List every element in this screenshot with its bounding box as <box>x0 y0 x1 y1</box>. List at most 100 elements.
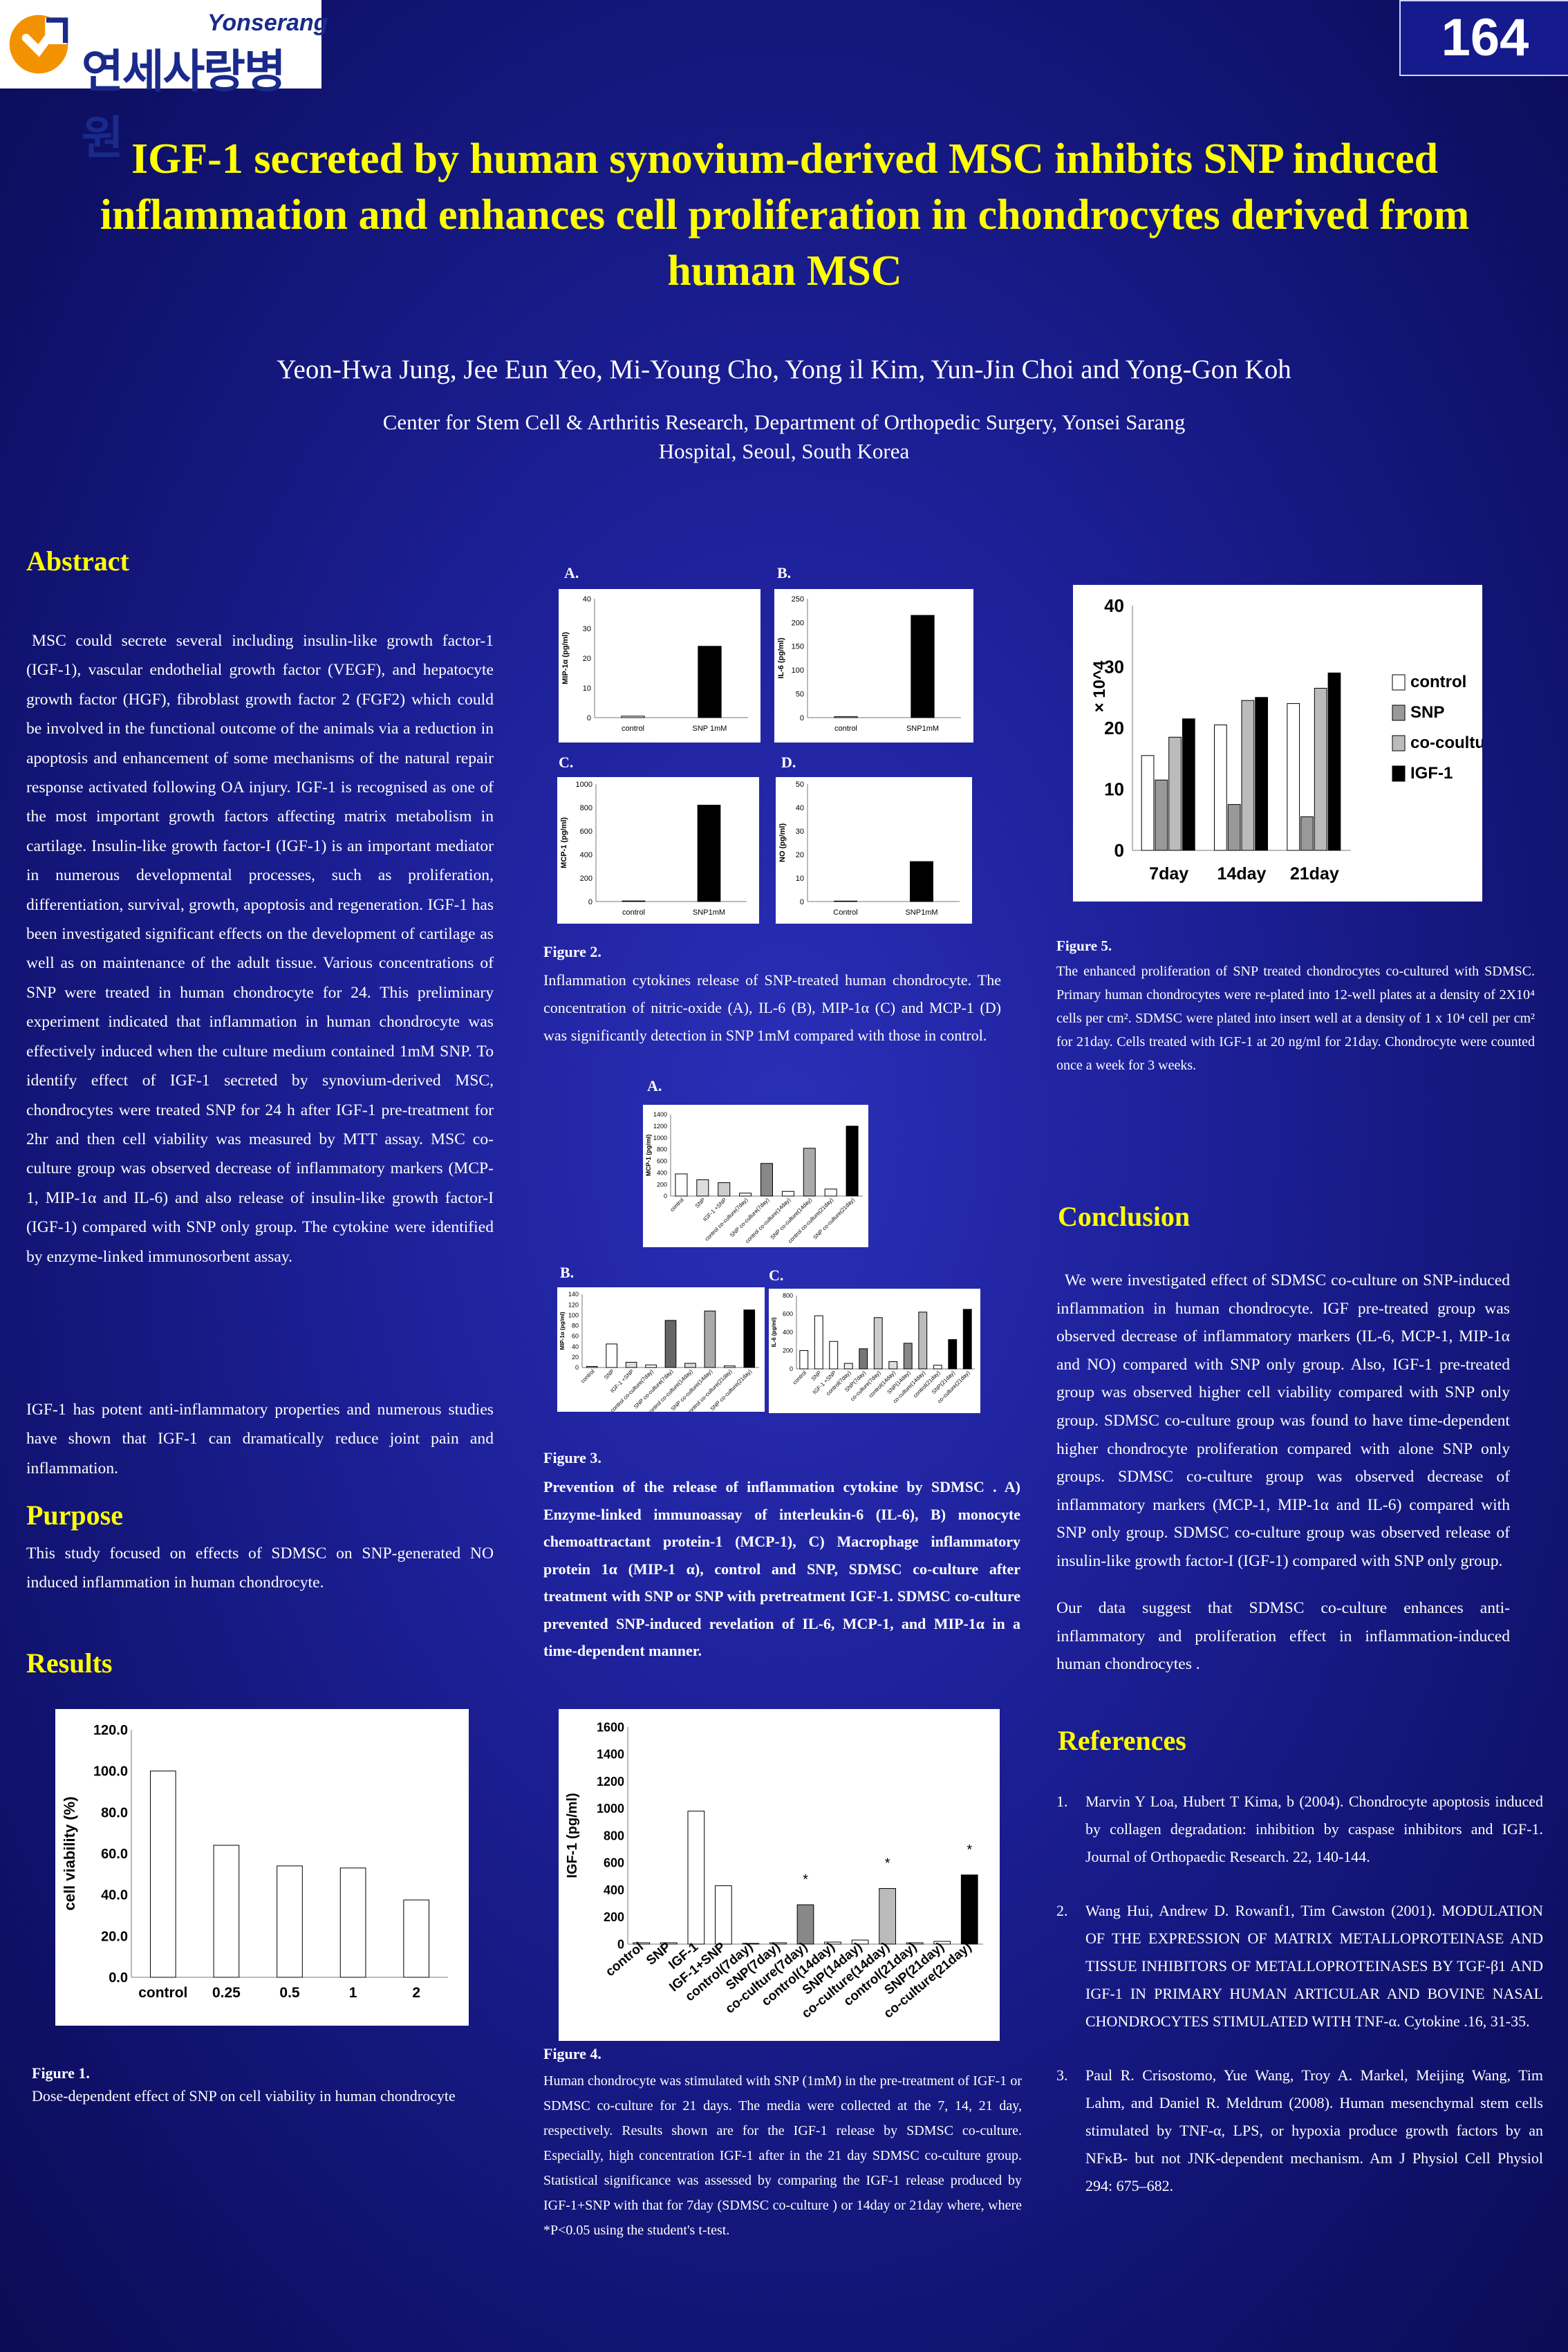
y-tick-label: 20 <box>572 1354 579 1361</box>
references-heading: References <box>1058 1725 1186 1756</box>
reference-item: 3. Paul R. Crisostomo, Yue Wang, Troy A.… <box>1056 2062 1543 2200</box>
bar <box>910 861 933 902</box>
bar <box>1182 718 1195 851</box>
y-tick-label: 400 <box>580 851 592 859</box>
y-axis-label: MIP-1α (pg/ml) <box>561 632 570 684</box>
y-tick-label: 0 <box>790 1365 793 1372</box>
category-label: 21day <box>1290 864 1339 884</box>
bar <box>1168 736 1182 851</box>
abstract-paragraph-1: MSC could secrete several including insu… <box>26 632 494 1266</box>
category-label: control <box>834 725 857 733</box>
y-tick-label: 600 <box>657 1158 667 1165</box>
bar <box>718 1182 731 1197</box>
y-tick-label: 30 <box>583 625 591 633</box>
legend-swatch <box>1392 735 1406 752</box>
reference-number: 3. <box>1056 2066 1068 2084</box>
category-label: control co-culture(7day) <box>704 1197 749 1242</box>
significance-marker: * <box>967 1842 972 1858</box>
y-axis-label: IL-6 (pg/ml) <box>771 1317 777 1347</box>
y-tick-label: 0 <box>800 898 804 906</box>
reference-text: Paul R. Crisostomo, Yue Wang, Troy A. Ma… <box>1085 2066 1543 2194</box>
figure2-chart-b: 0 50 100 150 200 250 IL-6 (pg/ml) control SNP1mM <box>774 589 973 743</box>
y-axis-label: IGF-1 (pg/ml) <box>565 1793 580 1878</box>
bar <box>743 1309 756 1368</box>
bar <box>814 1315 823 1370</box>
legend-label: co-coulture <box>1410 734 1482 752</box>
bar <box>906 1942 924 1945</box>
figure3-panel-a-label: A. <box>647 1077 662 1094</box>
y-tick-label: 800 <box>783 1292 793 1299</box>
legend-label: IGF-1 <box>1410 764 1453 783</box>
bar <box>948 1339 958 1370</box>
y-tick-label: 120.0 <box>93 1723 128 1738</box>
bar <box>933 1365 942 1370</box>
bar <box>933 1941 951 1945</box>
figure3-panel-c-label: C. <box>769 1267 784 1284</box>
bar <box>1214 725 1227 851</box>
reference-number: 1. <box>1056 1793 1068 1810</box>
y-tick-label: 200 <box>792 619 804 627</box>
bar <box>1314 687 1327 851</box>
category-label: control <box>622 725 644 733</box>
category-label: SNP1mM <box>906 725 939 733</box>
bar <box>1155 779 1168 851</box>
y-tick-label: 60.0 <box>101 1847 128 1862</box>
bar <box>888 1361 898 1370</box>
category-label: SNP co-culture(21day) <box>812 1197 856 1241</box>
y-tick-label: 20 <box>796 851 804 859</box>
category-label: control <box>622 908 645 917</box>
figure2-chart-c: 0 200 400 600 800 1000 MCP-1 (pg/ml) control SNP… <box>557 777 759 924</box>
bar <box>715 1885 732 1945</box>
figure3-chart-a: 0 200 400 600 800 1000 1200 1400 MCP-1 (pg/ml) co… <box>643 1105 868 1247</box>
figure4-chart: 0 200 400 600 800 1000 1200 1400 1600 IGF-1 (pg/m… <box>559 1709 1000 2041</box>
category-label: SNP co-culture(7day) <box>729 1197 771 1239</box>
conclusion-paragraph-2: Our data suggest that SDMSC co-culture e… <box>1056 1599 1510 1674</box>
bar <box>1287 703 1300 851</box>
bar <box>1327 672 1341 851</box>
bar <box>873 1317 883 1370</box>
logo-english: Yonserang <box>207 10 328 36</box>
y-tick-label: 0.0 <box>109 1970 128 1986</box>
y-tick-label: 10 <box>796 875 804 883</box>
figure1-label: Figure 1. <box>32 2064 90 2082</box>
bar <box>675 1173 688 1197</box>
poster-title: IGF-1 secreted by human synovium-derived… <box>100 136 1470 295</box>
bar <box>803 1148 816 1197</box>
y-tick-label: 1400 <box>653 1111 667 1118</box>
authors: Yeon-Hwa Jung, Jee Eun Yeo, Mi-Young Cho… <box>277 355 1291 384</box>
bar <box>698 646 722 718</box>
logo-korean: 연세사랑병원 <box>82 45 286 165</box>
y-tick-label: 150 <box>792 643 804 651</box>
y-tick-label: 400 <box>783 1329 793 1336</box>
legend-swatch <box>1392 765 1406 782</box>
figure2-chart-d: 0 10 20 30 40 50 NO (pg/ml) Control SNP1mM <box>776 777 972 924</box>
y-tick-label: 400 <box>657 1169 667 1176</box>
affiliation: Center for Stem Cell & Arthritis Researc… <box>0 408 1568 466</box>
bar <box>149 1771 176 1978</box>
y-tick-label: 200 <box>783 1347 793 1354</box>
bar <box>696 1179 709 1197</box>
bar <box>851 1939 869 1945</box>
category-label: SNP <box>603 1368 615 1381</box>
conclusion-paragraph-1: We were investigated effect of SDMSC co-… <box>1056 1271 1510 1570</box>
bar <box>781 1191 794 1197</box>
bar <box>1241 700 1255 851</box>
bar <box>403 1899 430 1978</box>
bar <box>684 1363 696 1368</box>
results-heading: Results <box>26 1648 113 1679</box>
category-label: 2 <box>412 1985 420 2001</box>
bar <box>1227 804 1241 851</box>
bar <box>687 1811 705 1945</box>
y-tick-label: 1200 <box>597 1775 624 1789</box>
bar <box>834 900 857 902</box>
bar <box>277 1865 303 1978</box>
reference-number: 2. <box>1056 1902 1068 1919</box>
legend-label: SNP <box>1410 703 1444 722</box>
category-label: SNP1mM <box>693 908 725 917</box>
bar <box>760 1163 773 1197</box>
y-tick-label: 1000 <box>597 1802 624 1816</box>
figure3-chart-b: 0 20 40 60 80 100 120 140 MIP-1α (pg/ml) control S… <box>557 1287 765 1412</box>
y-tick-label: 80 <box>572 1323 579 1329</box>
y-axis-label: MCP-1 (pg/ml) <box>560 817 568 868</box>
y-tick-label: 0 <box>575 1364 579 1371</box>
